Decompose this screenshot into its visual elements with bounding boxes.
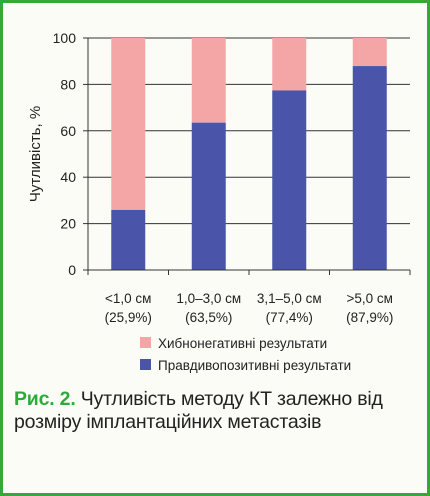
y-axis-label: Чутливість, % — [27, 106, 44, 202]
bar-true-positive — [111, 209, 146, 270]
stacked-bar-chart: 0 20 40 60 80 100 <1,0 см (25,9%) 1,0–3,0 см (63… — [27, 30, 411, 373]
y-tick-label: 100 — [53, 30, 77, 46]
y-tick-labels: 0 20 40 60 80 100 — [53, 30, 77, 278]
bar-false-negative — [111, 38, 146, 210]
x-category-percent: (77,4%) — [266, 310, 313, 325]
x-category-label: 3,1–5,0 см — [257, 291, 322, 306]
y-tick-label: 40 — [60, 169, 76, 185]
legend: Хибнонегативні результати Правдивопозитив… — [140, 336, 351, 373]
bar-false-negative — [352, 38, 387, 67]
x-category-percent: (87,9%) — [346, 310, 393, 325]
caption-text: Чутливість методу КТ залежно від розміру… — [14, 388, 383, 433]
legend-label: Хибнонегативні результати — [158, 336, 327, 351]
bar-false-negative — [191, 38, 226, 123]
y-tick-label: 60 — [60, 123, 76, 139]
legend-swatch — [140, 359, 151, 370]
x-category-percent: (25,9%) — [105, 310, 152, 325]
x-category-label: >5,0 см — [347, 291, 393, 306]
bars — [111, 38, 387, 271]
x-category-labels: <1,0 см (25,9%) 1,0–3,0 см (63,5%) 3,1–5,0 с… — [105, 291, 394, 325]
y-tick-label: 20 — [60, 216, 76, 232]
axes — [83, 37, 411, 275]
y-tick-label: 80 — [60, 76, 76, 92]
x-category-percent: (63,5%) — [185, 310, 232, 325]
figure-number: Рис. 2. — [14, 388, 76, 410]
bar-false-negative — [272, 38, 307, 91]
x-category-label: 1,0–3,0 см — [176, 291, 241, 306]
legend-swatch — [140, 337, 151, 348]
legend-label: Правдивопозитивні результати — [158, 358, 351, 373]
bar-true-positive — [352, 66, 387, 271]
figure-caption: Рис. 2. Чутливість методу КТ залежно від… — [14, 388, 422, 434]
bar-true-positive — [272, 90, 307, 270]
y-tick-label: 0 — [68, 262, 76, 278]
bar-true-positive — [191, 122, 226, 271]
x-category-label: <1,0 см — [105, 291, 151, 306]
